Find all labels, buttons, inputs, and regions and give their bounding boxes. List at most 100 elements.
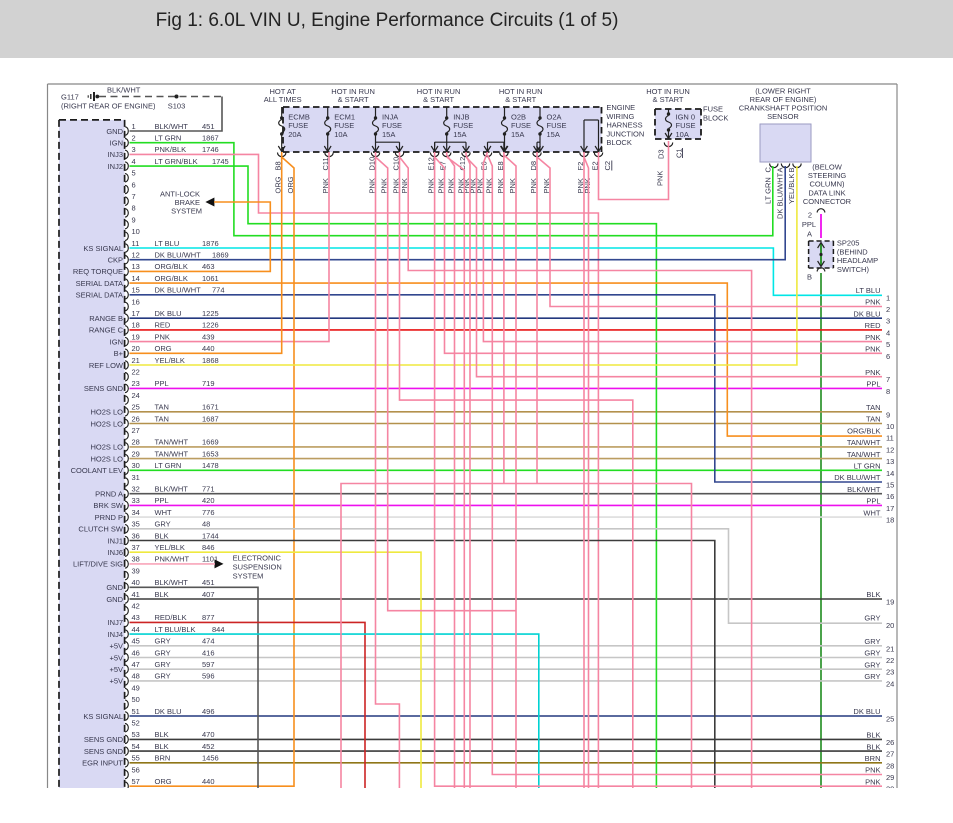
- svg-text:WHT: WHT: [155, 508, 172, 517]
- svg-text:BRN: BRN: [865, 754, 881, 763]
- svg-text:BLK: BLK: [155, 730, 169, 739]
- svg-text:YEL/BLK: YEL/BLK: [787, 174, 796, 204]
- svg-text:PNK: PNK: [392, 178, 401, 193]
- svg-text:& START: & START: [338, 95, 369, 104]
- svg-text:38: 38: [132, 555, 140, 564]
- svg-text:A: A: [807, 229, 812, 238]
- svg-text:8: 8: [886, 387, 890, 396]
- svg-text:+5V: +5V: [109, 665, 123, 674]
- svg-text:BLK/WHT: BLK/WHT: [847, 485, 881, 494]
- svg-text:1478: 1478: [202, 461, 219, 470]
- svg-text:1226: 1226: [202, 321, 219, 330]
- svg-text:12: 12: [132, 251, 140, 260]
- svg-text:FUSE: FUSE: [334, 121, 354, 130]
- svg-text:844: 844: [212, 625, 225, 634]
- svg-text:IGN: IGN: [110, 139, 123, 148]
- svg-text:416: 416: [202, 648, 215, 657]
- svg-text:PNK: PNK: [321, 178, 330, 193]
- svg-text:20: 20: [132, 344, 140, 353]
- svg-text:474: 474: [202, 637, 215, 646]
- svg-text:31: 31: [132, 473, 140, 482]
- svg-text:1: 1: [886, 293, 890, 302]
- svg-text:INJ3: INJ3: [108, 150, 123, 159]
- svg-text:RED: RED: [155, 321, 171, 330]
- svg-text:PNK: PNK: [542, 178, 551, 193]
- svg-text:PPL: PPL: [802, 220, 816, 229]
- svg-text:PNK: PNK: [656, 171, 665, 186]
- svg-text:40: 40: [132, 578, 140, 587]
- svg-text:D3: D3: [657, 149, 666, 159]
- svg-text:439: 439: [202, 332, 215, 341]
- svg-text:RED/BLK: RED/BLK: [155, 613, 187, 622]
- svg-text:KS SIGNAL: KS SIGNAL: [83, 712, 123, 721]
- svg-text:PNK: PNK: [576, 178, 585, 193]
- svg-text:COOLANT LEV: COOLANT LEV: [71, 466, 123, 475]
- svg-text:PNK: PNK: [865, 777, 880, 786]
- svg-text:16: 16: [886, 492, 894, 501]
- svg-text:PNK: PNK: [368, 178, 377, 193]
- svg-text:E8: E8: [496, 161, 505, 170]
- svg-text:28: 28: [132, 438, 140, 447]
- svg-text:GRY: GRY: [864, 614, 880, 623]
- svg-text:BRAKE: BRAKE: [175, 198, 200, 207]
- svg-text:26: 26: [132, 414, 140, 423]
- svg-text:LT BLU/BLK: LT BLU/BLK: [155, 625, 196, 634]
- svg-text:FUSE: FUSE: [511, 121, 531, 130]
- svg-text:48: 48: [132, 672, 140, 681]
- svg-text:INJB: INJB: [453, 113, 469, 122]
- svg-text:PPL: PPL: [155, 496, 169, 505]
- svg-text:PNK: PNK: [865, 333, 880, 342]
- svg-text:GRY: GRY: [864, 649, 880, 658]
- svg-text:COLUMN): COLUMN): [810, 180, 846, 189]
- svg-text:PNK: PNK: [529, 178, 538, 193]
- svg-text:PPL: PPL: [155, 379, 169, 388]
- svg-text:ORG/BLK: ORG/BLK: [847, 426, 880, 435]
- svg-text:PNK: PNK: [427, 178, 436, 193]
- svg-text:50: 50: [132, 695, 140, 704]
- svg-text:PNK: PNK: [462, 178, 471, 193]
- svg-text:56: 56: [132, 765, 140, 774]
- svg-text:6: 6: [886, 352, 890, 361]
- svg-text:21: 21: [132, 356, 140, 365]
- svg-text:HO2S LO: HO2S LO: [90, 408, 123, 417]
- svg-text:DK BLU/WHT: DK BLU/WHT: [155, 286, 202, 295]
- svg-text:23: 23: [132, 379, 140, 388]
- svg-text:DK BLU: DK BLU: [853, 309, 880, 318]
- svg-text:FUSE: FUSE: [453, 121, 473, 130]
- svg-text:(BELOW: (BELOW: [812, 163, 843, 172]
- svg-text:20A: 20A: [288, 130, 301, 139]
- svg-text:846: 846: [202, 543, 215, 552]
- svg-text:32: 32: [132, 485, 140, 494]
- svg-text:ORG: ORG: [274, 176, 283, 193]
- svg-text:GRY: GRY: [155, 648, 171, 657]
- svg-text:STEERING: STEERING: [808, 171, 847, 180]
- svg-text:INJ1: INJ1: [108, 536, 123, 545]
- svg-text:23: 23: [886, 668, 894, 677]
- svg-text:BLK/WHT: BLK/WHT: [155, 578, 189, 587]
- svg-text:& START: & START: [505, 95, 536, 104]
- svg-text:41: 41: [132, 590, 140, 599]
- svg-text:E2: E2: [591, 161, 600, 170]
- svg-text:IGN 0: IGN 0: [676, 113, 696, 122]
- svg-text:C10: C10: [392, 157, 401, 171]
- svg-text:8: 8: [132, 204, 136, 213]
- svg-text:PRND A: PRND A: [95, 490, 123, 499]
- svg-text:FUSE: FUSE: [288, 121, 308, 130]
- svg-text:& START: & START: [653, 95, 684, 104]
- svg-text:55: 55: [132, 754, 140, 763]
- svg-text:KS SIGNAL: KS SIGNAL: [83, 244, 123, 253]
- svg-text:C1: C1: [675, 148, 684, 158]
- svg-text:597: 597: [202, 660, 215, 669]
- svg-text:WIRING: WIRING: [606, 112, 634, 121]
- svg-text:771: 771: [202, 485, 215, 494]
- svg-text:15A: 15A: [511, 130, 524, 139]
- svg-text:37: 37: [132, 543, 140, 552]
- svg-text:10: 10: [886, 422, 894, 431]
- svg-text:ORG/BLK: ORG/BLK: [155, 262, 188, 271]
- svg-text:496: 496: [202, 707, 215, 716]
- svg-text:57: 57: [132, 777, 140, 786]
- svg-text:LT GRN: LT GRN: [854, 462, 881, 471]
- svg-text:WHT: WHT: [863, 508, 880, 517]
- svg-text:PNK: PNK: [508, 178, 517, 193]
- svg-text:PNK: PNK: [437, 178, 446, 193]
